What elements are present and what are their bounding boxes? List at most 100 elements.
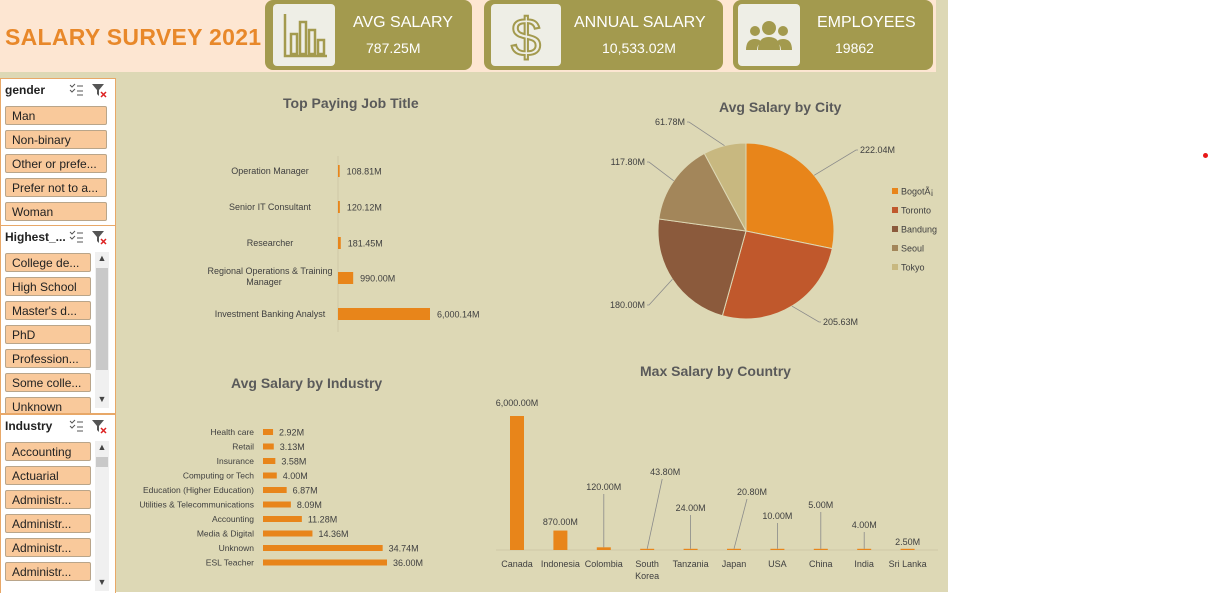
data-label: 120.00M [586, 482, 621, 492]
data-label: 10.00M [762, 511, 792, 521]
category-label: India [854, 559, 874, 569]
category-label: Education (Higher Education) [143, 485, 254, 495]
slicer-item-masters[interactable]: Master's d... [5, 301, 91, 320]
slicer-item-unknown[interactable]: Unknown [5, 397, 91, 413]
category-label: Insurance [217, 456, 255, 466]
scroll-down-icon[interactable]: ▼ [97, 577, 107, 587]
kpi-label: EMPLOYEES [817, 14, 916, 31]
slicer-item-administr-1[interactable]: Administr... [5, 490, 91, 509]
bar [683, 548, 698, 550]
bar [263, 501, 291, 508]
svg-text:$: $ [511, 8, 541, 66]
pie-slice [657, 218, 747, 317]
data-label: 24.00M [676, 503, 706, 513]
kpi-card-avg-salary: AVG SALARY 787.25M [265, 0, 472, 70]
slicer-item-woman[interactable]: Woman [5, 202, 107, 221]
slicer-item-accounting[interactable]: Accounting [5, 442, 91, 461]
clear-filter-icon[interactable] [92, 231, 107, 245]
dashboard-canvas: SALARY SURVEY 2021 AVG SALARY 787.25M $ [0, 0, 948, 593]
category-label: China [809, 559, 833, 569]
slicer-item-some-college[interactable]: Some colle... [5, 373, 91, 392]
multi-select-icon[interactable] [69, 230, 83, 243]
multi-select-icon[interactable] [69, 83, 83, 96]
category-label: South [635, 559, 659, 569]
legend-label: Toronto [901, 206, 931, 216]
bar [263, 516, 302, 522]
clear-filter-icon[interactable] [92, 420, 107, 434]
scroll-thumb[interactable] [96, 457, 108, 467]
bar [263, 545, 383, 551]
bar [338, 201, 340, 213]
chart-city: 222.04M 205.63M 180.00M 117.80M 61.78M BogotÃ… [610, 117, 937, 327]
slicer-item-college[interactable]: College de... [5, 253, 91, 272]
chart-title-top-job: Top Paying Job Title [283, 95, 419, 111]
category-label: USA [768, 559, 787, 569]
bar [263, 559, 387, 566]
scroll-up-icon[interactable]: ▲ [97, 253, 107, 263]
category-label: Unknown [219, 543, 255, 553]
category-label: Sri Lanka [889, 559, 927, 569]
scroll-thumb[interactable] [96, 268, 108, 370]
bar [553, 530, 568, 550]
chart-title-industry: Avg Salary by Industry [231, 375, 383, 391]
slicer-item-phd[interactable]: PhD [5, 325, 91, 344]
bar [338, 165, 340, 177]
kpi-card-employees: EMPLOYEES 19862 [733, 0, 933, 70]
kpi-value: 10,533.02M [602, 40, 676, 56]
data-label: 4.00M [852, 520, 877, 530]
category-label: Retail [232, 442, 254, 452]
kpi-label: AVG SALARY [353, 14, 453, 31]
category-label: Indonesia [541, 559, 580, 569]
category-label: Japan [722, 559, 747, 569]
slicer-header: Industry [5, 419, 53, 433]
legend-label: Bandung [901, 225, 937, 235]
slicer-gender: gender Man Non-binary Other or prefe... … [0, 78, 116, 226]
data-label: 34.74M [389, 544, 419, 554]
title-banner: SALARY SURVEY 2021 [0, 0, 264, 72]
bar [263, 443, 274, 450]
data-label: 120.12M [347, 203, 382, 213]
slicer-item-high-school[interactable]: High School [5, 277, 91, 296]
clear-filter-icon[interactable] [92, 84, 107, 98]
slicer-item-non-binary[interactable]: Non-binary [5, 130, 107, 149]
category-label: Accounting [212, 514, 254, 524]
category-label: Utilities & Telecommunications [139, 500, 254, 510]
slicer-item-professional[interactable]: Profession... [5, 349, 91, 368]
slicer-item-other[interactable]: Other or prefe... [5, 154, 107, 173]
category-label: Operation Manager [231, 166, 309, 176]
category-label: Computing or Tech [183, 471, 254, 481]
slicer-item-administr-4[interactable]: Administr... [5, 562, 91, 581]
slicer-item-actuarial[interactable]: Actuarial [5, 466, 91, 485]
leader-line [813, 149, 858, 176]
slicer-scrollbar[interactable]: ▲ ▼ [95, 252, 109, 408]
data-label: 3.58M [281, 457, 306, 467]
scroll-down-icon[interactable]: ▼ [97, 394, 107, 404]
kpi-card-annual-salary: $ ANNUAL SALARY 10,533.02M [484, 0, 723, 70]
bar [263, 429, 274, 435]
slicer-item-prefer-not[interactable]: Prefer not to a... [5, 178, 107, 197]
red-dot-marker [1203, 153, 1208, 158]
pie-slice [745, 142, 835, 250]
category-label: Media & Digital [197, 529, 254, 539]
leader-line [733, 498, 748, 549]
leader-line [687, 121, 725, 146]
multi-select-icon[interactable] [69, 419, 83, 432]
slicer-item-administr-3[interactable]: Administr... [5, 538, 91, 557]
data-label: 11.28M [308, 515, 337, 525]
scroll-up-icon[interactable]: ▲ [97, 442, 107, 452]
data-label: 5.00M [808, 500, 833, 510]
slicer-scrollbar[interactable]: ▲ ▼ [95, 441, 109, 591]
pie-slice [658, 152, 747, 232]
slicer-item-man[interactable]: Man [5, 106, 107, 125]
legend-label: Tokyo [901, 263, 925, 273]
data-label: 6.87M [293, 486, 318, 496]
chart-country: 6,000.00M Canada 870.00M Indonesia 120.00M Co… [496, 398, 938, 581]
data-label: 6,000.14M [437, 310, 480, 320]
bar [900, 548, 915, 550]
pie-slice [721, 230, 833, 320]
slicer-header: Highest_... [5, 230, 66, 244]
data-label: 117.80M [611, 157, 645, 167]
bar [263, 458, 276, 464]
slicer-item-administr-2[interactable]: Administr... [5, 514, 91, 533]
leader-line [646, 478, 663, 549]
